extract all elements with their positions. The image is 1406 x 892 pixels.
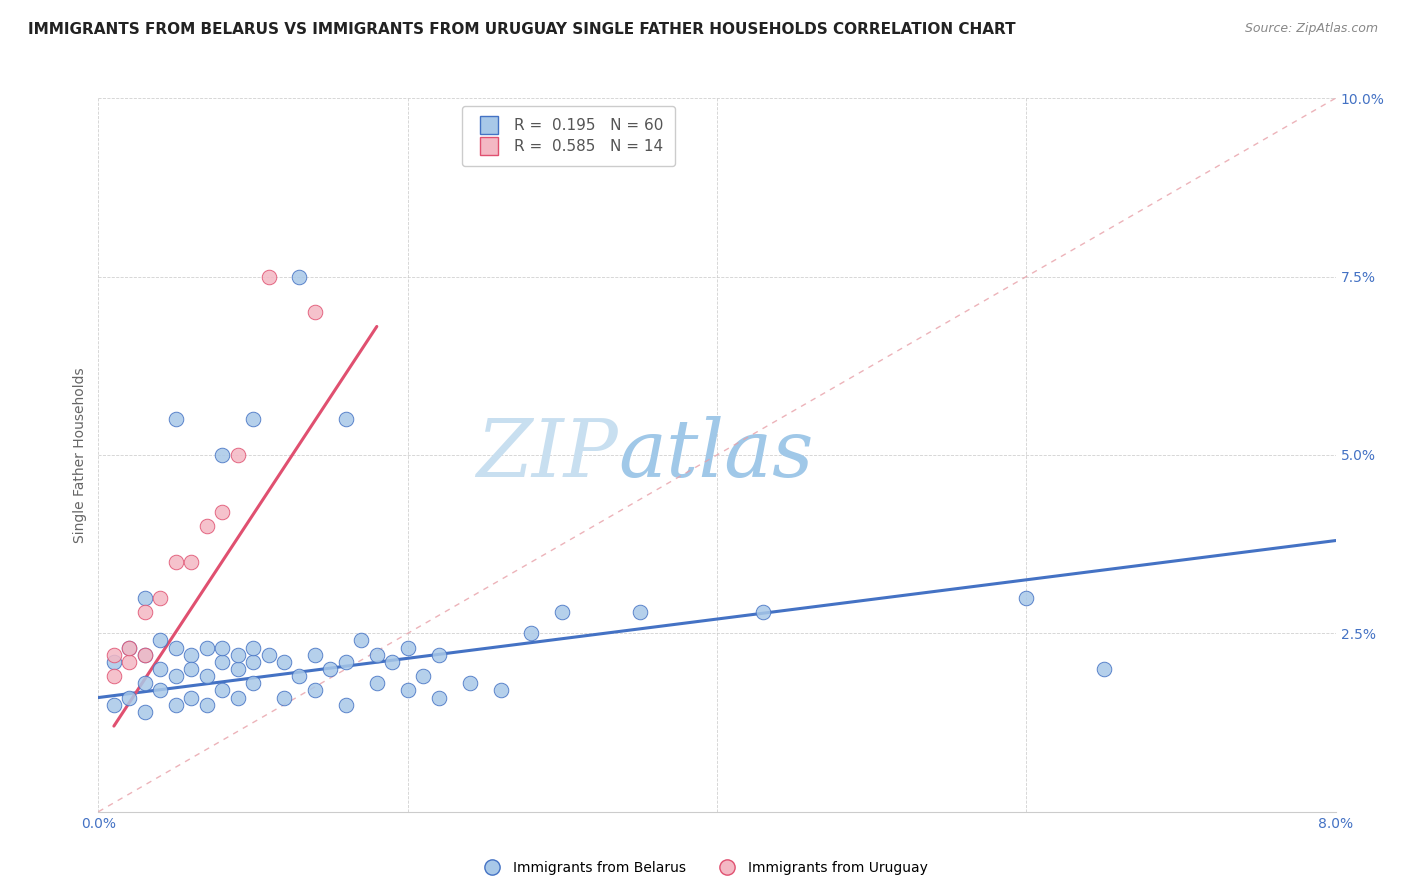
Point	[1015, 591, 1038, 605]
Point	[427, 648, 450, 662]
Point	[118, 690, 141, 705]
Point	[304, 683, 326, 698]
Point	[149, 683, 172, 698]
Point	[149, 633, 172, 648]
Point	[211, 505, 233, 519]
Point	[211, 448, 233, 462]
Point	[520, 626, 543, 640]
Point	[211, 655, 233, 669]
Point	[288, 269, 311, 284]
Point	[165, 669, 187, 683]
Text: IMMIGRANTS FROM BELARUS VS IMMIGRANTS FROM URUGUAY SINGLE FATHER HOUSEHOLDS CORR: IMMIGRANTS FROM BELARUS VS IMMIGRANTS FR…	[28, 22, 1015, 37]
Point	[211, 640, 233, 655]
Point	[180, 662, 202, 676]
Point	[458, 676, 481, 690]
Text: Source: ZipAtlas.com: Source: ZipAtlas.com	[1244, 22, 1378, 36]
Point	[226, 662, 249, 676]
Point	[396, 683, 419, 698]
Point	[149, 662, 172, 676]
Point	[165, 698, 187, 712]
Point	[134, 605, 156, 619]
Point	[381, 655, 404, 669]
Point	[195, 698, 218, 712]
Point	[335, 655, 357, 669]
Point	[335, 698, 357, 712]
Point	[628, 605, 651, 619]
Point	[165, 412, 187, 426]
Point	[180, 690, 202, 705]
Point	[226, 648, 249, 662]
Point	[103, 698, 125, 712]
Point	[396, 640, 419, 655]
Legend: R =  0.195   N = 60, R =  0.585   N = 14: R = 0.195 N = 60, R = 0.585 N = 14	[461, 106, 675, 166]
Point	[319, 662, 342, 676]
Point	[752, 605, 775, 619]
Point	[242, 655, 264, 669]
Point	[242, 412, 264, 426]
Point	[273, 655, 295, 669]
Point	[134, 648, 156, 662]
Point	[257, 648, 280, 662]
Point	[118, 640, 141, 655]
Point	[242, 640, 264, 655]
Point	[226, 448, 249, 462]
Point	[165, 555, 187, 569]
Point	[412, 669, 434, 683]
Text: atlas: atlas	[619, 417, 814, 493]
Point	[551, 605, 574, 619]
Point	[149, 591, 172, 605]
Point	[134, 676, 156, 690]
Point	[366, 676, 388, 690]
Point	[304, 305, 326, 319]
Y-axis label: Single Father Households: Single Father Households	[73, 368, 87, 542]
Point	[165, 640, 187, 655]
Point	[103, 669, 125, 683]
Point	[195, 519, 218, 533]
Point	[211, 683, 233, 698]
Point	[335, 412, 357, 426]
Point	[1092, 662, 1115, 676]
Point	[242, 676, 264, 690]
Point	[103, 648, 125, 662]
Point	[427, 690, 450, 705]
Point	[226, 690, 249, 705]
Point	[118, 655, 141, 669]
Point	[180, 555, 202, 569]
Point	[257, 269, 280, 284]
Point	[273, 690, 295, 705]
Point	[180, 648, 202, 662]
Point	[195, 640, 218, 655]
Point	[288, 669, 311, 683]
Point	[304, 648, 326, 662]
Point	[134, 648, 156, 662]
Point	[489, 683, 512, 698]
Point	[118, 640, 141, 655]
Point	[350, 633, 373, 648]
Point	[195, 669, 218, 683]
Point	[103, 655, 125, 669]
Point	[134, 705, 156, 719]
Point	[366, 648, 388, 662]
Text: ZIP: ZIP	[477, 417, 619, 493]
Legend: Immigrants from Belarus, Immigrants from Uruguay: Immigrants from Belarus, Immigrants from…	[472, 855, 934, 880]
Point	[134, 591, 156, 605]
